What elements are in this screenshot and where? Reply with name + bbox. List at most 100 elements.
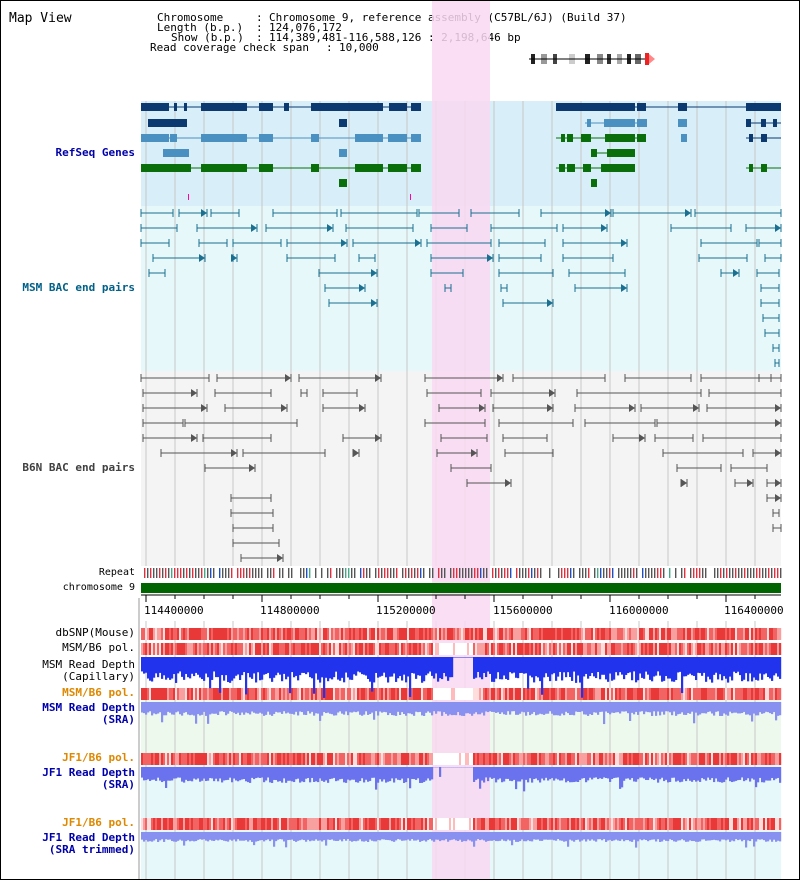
jf1-depth-trim <box>273 832 276 847</box>
jf1-depth-trim <box>755 832 758 842</box>
dbsnp-heat <box>777 628 780 640</box>
jf1-pol-heat <box>777 753 780 765</box>
msm-pol-heat <box>667 688 670 700</box>
repeat-element <box>660 568 662 578</box>
msm-depth-capillary <box>639 657 642 674</box>
msm-depth-sra <box>769 702 772 714</box>
jf1-depth-sra <box>519 767 522 782</box>
jf1-pol-heat <box>523 753 526 765</box>
jf1-pol-heat <box>459 753 462 765</box>
msm-depth-capillary <box>153 657 156 678</box>
msm-depth-capillary <box>187 657 190 678</box>
jf1-pol-heat <box>493 753 496 765</box>
msm-pol-heat <box>321 643 324 655</box>
msm-pol-heat <box>393 643 396 655</box>
jf1-depth-sra <box>171 767 174 781</box>
jf1-depth-trim <box>281 832 284 840</box>
jf1-depth-trim <box>155 832 158 840</box>
msm-pol-heat <box>747 643 750 655</box>
coverage-value: 10,000 <box>339 41 379 54</box>
jf1-pol-heat <box>521 818 524 830</box>
msm-pol-heat <box>673 688 676 700</box>
jf1-pol-heat <box>615 818 618 830</box>
jf1-depth-trim <box>775 832 778 842</box>
jf1-pol-heat <box>619 818 622 830</box>
msm-pol-heat <box>307 643 310 655</box>
jf1-depth-trim <box>641 832 644 841</box>
jf1-depth-trim <box>413 832 416 841</box>
msm-pol-heat <box>503 688 506 700</box>
msm-depth-sra <box>361 702 364 716</box>
jf1-pol-heat <box>775 753 778 765</box>
jf1-depth-sra <box>187 767 190 782</box>
jf1-pol-heat <box>293 818 296 830</box>
msm-bac-pair <box>621 284 627 292</box>
msm-pol-heat <box>149 643 152 655</box>
jf1-depth-trim <box>399 832 402 840</box>
jf1-pol-heat <box>537 753 540 765</box>
jf1-pol-heat <box>485 753 488 765</box>
refseq-exon <box>749 164 753 172</box>
jf1-pol-heat <box>161 753 164 765</box>
jf1-depth-trim <box>249 832 252 841</box>
msm-pol-heat <box>639 643 642 655</box>
msm-pol-heat <box>633 643 636 655</box>
jf1-pol-heat <box>685 818 688 830</box>
msm-depth-capillary <box>265 657 268 674</box>
dbsnp-heat <box>709 628 712 640</box>
msm-depth-sra <box>247 702 250 714</box>
jf1-depth-sra <box>235 767 238 781</box>
msm-depth-capillary <box>237 657 240 675</box>
msm-depth-sra <box>151 702 154 716</box>
jf1-pol-heat <box>185 818 188 830</box>
msm-depth-sra <box>497 702 500 713</box>
dbsnp-heat <box>149 628 152 640</box>
msm-pol-heat <box>717 688 720 700</box>
dbsnp-heat <box>331 628 334 640</box>
repeat-element <box>240 568 242 578</box>
jf1-depth-trim <box>409 832 412 841</box>
msm-pol-heat <box>757 688 760 700</box>
jf1-depth-trim <box>183 832 186 846</box>
jf1-pol-heat <box>659 818 662 830</box>
jf1-pol-heat <box>187 818 190 830</box>
msm-depth-capillary <box>385 657 388 678</box>
msm-depth-sra <box>245 702 248 713</box>
jf1-depth-sra <box>173 767 176 779</box>
jf1-pol-heat <box>333 818 336 830</box>
jf1-depth-trim <box>219 832 222 840</box>
msm-pol-heat <box>407 688 410 700</box>
msm-pol-heat <box>347 688 350 700</box>
dbsnp-heat <box>699 628 702 640</box>
msm-pol-heat <box>255 643 258 655</box>
msm-depth-sra <box>437 702 440 712</box>
jf1-depth-sra <box>495 767 498 783</box>
jf1-pol-heat <box>627 818 630 830</box>
repeat-element <box>579 568 581 578</box>
refseq-marker <box>410 194 411 200</box>
msm-depth-capillary <box>143 657 146 674</box>
jf1-depth-sra <box>387 767 390 782</box>
msm-depth-capillary <box>775 657 778 674</box>
jf1-pol-heat <box>653 753 656 765</box>
jf1-depth-trim <box>741 832 744 842</box>
jf1-depth-trim <box>573 832 576 842</box>
jf1-pol-heat <box>495 753 498 765</box>
jf1-pol-heat <box>661 818 664 830</box>
jf1-depth-sra <box>147 767 150 780</box>
msm-pol-heat <box>669 688 672 700</box>
jf1-pol-heat <box>487 753 490 765</box>
jf1-depth-sra <box>591 767 594 780</box>
msm-pol-heat <box>333 643 336 655</box>
dbsnp-heat <box>613 628 616 640</box>
msm-pol-heat <box>445 643 448 655</box>
msm-pol-heat <box>247 688 250 700</box>
jf1-pol-heat <box>579 818 582 830</box>
repeat-element <box>738 568 740 578</box>
jf1-pol-heat <box>439 818 442 830</box>
dbsnp-heat <box>257 628 260 640</box>
jf1-depth-sra <box>191 767 194 782</box>
repeat-element <box>606 568 608 578</box>
jf1-pol-heat <box>347 818 350 830</box>
